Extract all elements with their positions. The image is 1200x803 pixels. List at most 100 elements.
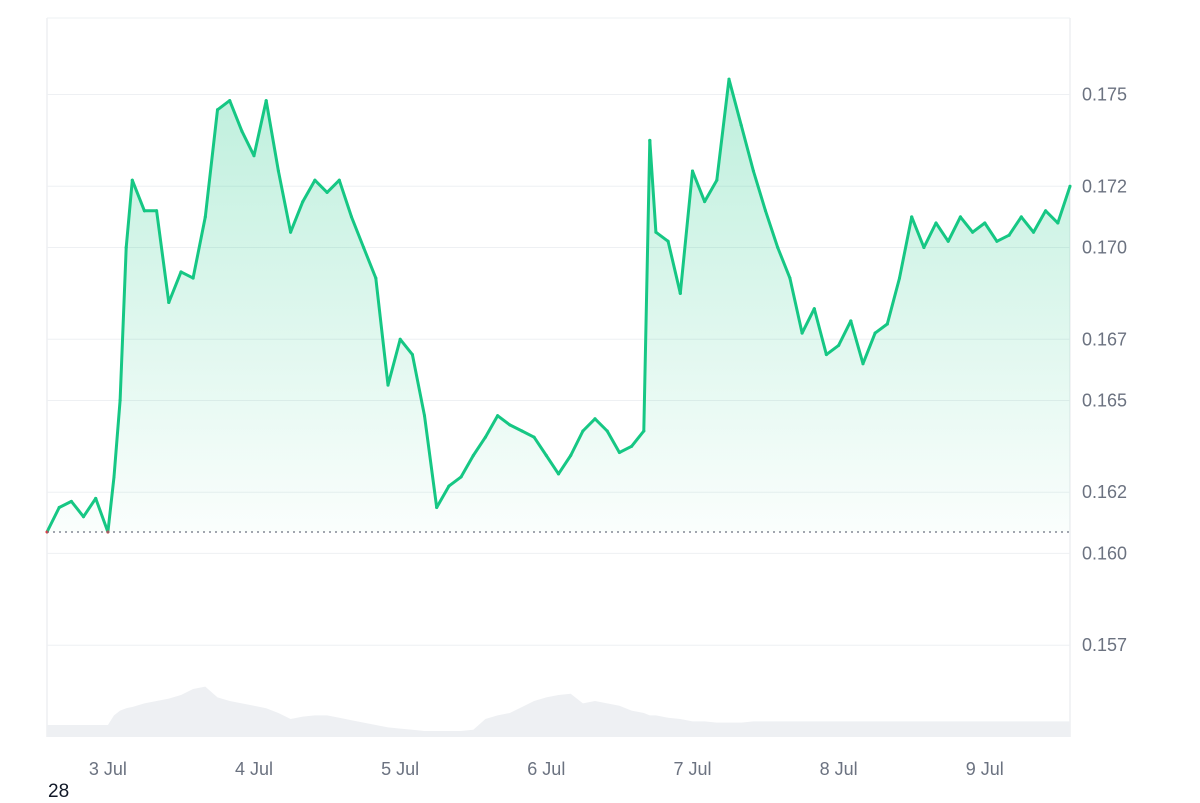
corner-label: 28 (48, 781, 70, 802)
price-segment (112, 398, 122, 479)
price-point (118, 398, 122, 402)
price-segment (788, 276, 804, 335)
price-segment (581, 417, 597, 433)
price-point (654, 230, 658, 234)
price-segment (666, 239, 682, 295)
price-point (630, 444, 634, 448)
price-segment (727, 77, 743, 127)
price-point (800, 331, 804, 335)
price-point (447, 484, 451, 488)
price-point (167, 301, 171, 304)
price-point (593, 417, 597, 421)
price-point (648, 138, 652, 142)
y-tick-label: 0.167 (1082, 329, 1127, 349)
price-segment (605, 429, 621, 454)
price-segment (800, 307, 816, 335)
y-tick-label: 0.162 (1082, 482, 1127, 502)
price-point (423, 414, 426, 418)
price-segment (374, 276, 390, 387)
price-segment (1044, 209, 1060, 225)
price-segment (82, 496, 98, 519)
price-point (155, 209, 159, 213)
price-point (252, 154, 256, 158)
price-segment (240, 129, 256, 158)
price-point (325, 190, 329, 194)
price-point (483, 435, 487, 439)
price-point (124, 246, 128, 249)
price-segment (861, 331, 877, 366)
price-point (605, 429, 609, 433)
y-tick-label: 0.175 (1082, 84, 1127, 104)
price-point (824, 353, 828, 357)
price-segment (885, 276, 901, 326)
price-segment (57, 499, 73, 509)
price-segment (922, 221, 938, 249)
y-tick-label: 0.170 (1082, 237, 1127, 257)
price-segment (532, 435, 548, 457)
price-segment (447, 475, 463, 488)
price-point (642, 429, 646, 433)
price-point (1068, 184, 1072, 188)
price-segment (301, 178, 317, 204)
price-point (57, 506, 61, 509)
price-area (47, 79, 1070, 532)
price-segment (898, 215, 914, 280)
price-point (885, 322, 889, 326)
price-segment (94, 496, 110, 534)
price-segment (313, 178, 329, 194)
price-segment (873, 322, 889, 335)
y-tick-label: 0.157 (1082, 635, 1127, 655)
price-segment (124, 178, 134, 249)
price-point (971, 230, 975, 234)
price-segment (410, 353, 426, 418)
price-segment (557, 454, 573, 476)
price-point (1019, 215, 1023, 219)
price-point (362, 246, 366, 249)
price-point (130, 178, 134, 182)
price-segment (703, 178, 719, 204)
price-segment (983, 221, 999, 243)
price-segment (471, 435, 487, 457)
price-point (289, 230, 293, 234)
price-segment (995, 233, 1011, 243)
price-segment (1056, 184, 1072, 225)
price-segment (337, 178, 353, 219)
price-fill (47, 79, 1070, 532)
price-point (691, 169, 694, 173)
price-segment (362, 246, 378, 280)
price-point (82, 515, 85, 519)
price-point (946, 239, 950, 243)
price-segment (569, 429, 585, 457)
price-segment (1032, 209, 1048, 234)
price-segment (252, 99, 268, 158)
price-segment (751, 169, 767, 213)
price-point (142, 209, 146, 213)
price-segment (691, 169, 707, 204)
price-segment (739, 123, 755, 173)
x-tick-label: 9 Jul (966, 759, 1004, 779)
price-segment (617, 444, 634, 454)
price-point (350, 215, 353, 219)
price-segment (289, 200, 305, 234)
price-point (264, 99, 268, 103)
price-point (898, 276, 901, 280)
price-point (435, 506, 439, 509)
price-point (337, 178, 341, 182)
price-segment (459, 454, 475, 479)
price-segment (508, 423, 524, 433)
x-tick-label: 4 Jul (235, 759, 273, 779)
price-segment (837, 319, 853, 347)
price-segment (191, 215, 207, 280)
y-axis-labels: 0.175 0.172 0.170 0.167 0.165 0.162 0.160 0.157 (1082, 84, 1127, 655)
price-segment (118, 246, 128, 402)
price-segment (958, 215, 975, 234)
price-point (812, 307, 816, 311)
price-point (849, 319, 853, 323)
price-point (203, 215, 207, 219)
price-segment (167, 270, 183, 304)
x-axis-labels: 3 Jul 4 Jul 5 Jul 6 Jul 7 Jul 8 Jul 9 Jul (89, 759, 1004, 779)
price-point (276, 169, 280, 173)
price-point (727, 77, 731, 81)
x-tick-label: 5 Jul (381, 759, 419, 779)
